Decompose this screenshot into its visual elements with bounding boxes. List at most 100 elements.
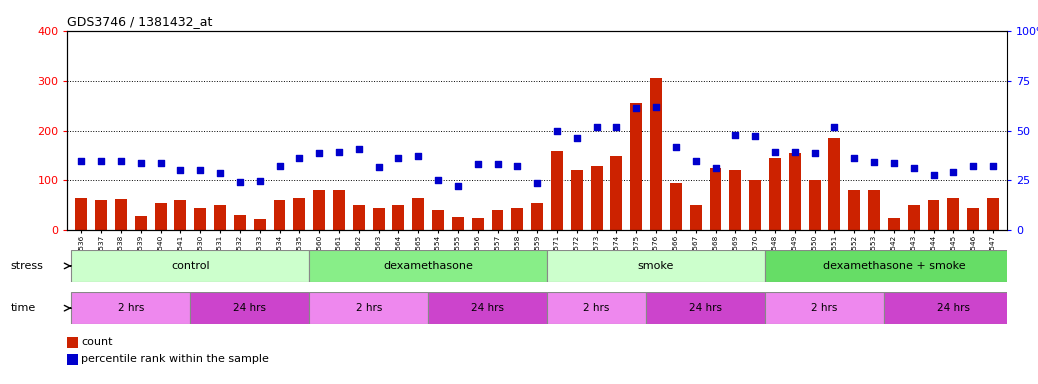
Point bbox=[787, 149, 803, 155]
Text: smoke: smoke bbox=[638, 261, 675, 271]
Bar bbox=[749, 180, 761, 230]
Bar bbox=[115, 199, 127, 230]
Bar bbox=[650, 78, 662, 230]
Text: GDS3746 / 1381432_at: GDS3746 / 1381432_at bbox=[67, 15, 213, 28]
Bar bbox=[690, 205, 702, 230]
Point bbox=[449, 184, 466, 190]
Bar bbox=[471, 218, 484, 230]
Point bbox=[212, 170, 228, 176]
Point bbox=[747, 132, 764, 139]
Bar bbox=[948, 198, 959, 230]
Point bbox=[310, 150, 327, 156]
Bar bbox=[309, 292, 428, 324]
Text: 24 hrs: 24 hrs bbox=[234, 303, 267, 313]
Bar bbox=[547, 292, 647, 324]
Bar bbox=[730, 170, 741, 230]
Bar bbox=[551, 151, 563, 230]
Bar bbox=[848, 190, 861, 230]
Point bbox=[589, 124, 605, 130]
Point bbox=[251, 179, 268, 185]
Text: time: time bbox=[10, 303, 35, 313]
Point bbox=[410, 152, 427, 159]
Text: percentile rank within the sample: percentile rank within the sample bbox=[81, 354, 269, 364]
Text: dexamethasone + smoke: dexamethasone + smoke bbox=[822, 261, 965, 271]
Bar bbox=[884, 292, 1022, 324]
Point bbox=[133, 160, 149, 166]
Text: 2 hrs: 2 hrs bbox=[812, 303, 838, 313]
Text: 24 hrs: 24 hrs bbox=[689, 303, 722, 313]
Bar bbox=[928, 200, 939, 230]
Point bbox=[569, 135, 585, 141]
Bar bbox=[253, 219, 266, 230]
Bar bbox=[76, 198, 87, 230]
Point bbox=[667, 144, 684, 150]
Bar bbox=[571, 170, 582, 230]
Point bbox=[192, 167, 209, 174]
Bar bbox=[630, 103, 643, 230]
Bar bbox=[392, 205, 405, 230]
Bar bbox=[234, 215, 246, 230]
Bar bbox=[373, 208, 384, 230]
Bar bbox=[353, 205, 364, 230]
Bar bbox=[313, 190, 325, 230]
Bar bbox=[95, 200, 107, 230]
Text: 2 hrs: 2 hrs bbox=[583, 303, 609, 313]
Bar bbox=[887, 218, 900, 230]
Point bbox=[371, 164, 387, 170]
Bar bbox=[987, 198, 999, 230]
Bar bbox=[452, 217, 464, 230]
Point bbox=[231, 179, 248, 185]
Bar bbox=[670, 183, 682, 230]
Bar bbox=[492, 210, 503, 230]
Point bbox=[885, 160, 902, 166]
Bar bbox=[72, 250, 309, 282]
Bar bbox=[647, 292, 765, 324]
Point bbox=[866, 159, 882, 165]
Bar bbox=[765, 292, 884, 324]
Bar bbox=[194, 208, 207, 230]
Bar bbox=[809, 180, 821, 230]
Point bbox=[925, 172, 941, 179]
Point bbox=[153, 160, 169, 166]
Point bbox=[727, 131, 743, 137]
Point bbox=[826, 124, 843, 130]
Bar bbox=[214, 205, 226, 230]
Text: 24 hrs: 24 hrs bbox=[471, 303, 504, 313]
Bar bbox=[155, 203, 166, 230]
Text: 24 hrs: 24 hrs bbox=[937, 303, 969, 313]
Point bbox=[509, 162, 525, 169]
Bar bbox=[547, 250, 765, 282]
Bar bbox=[967, 208, 979, 230]
Point bbox=[331, 149, 348, 155]
Point bbox=[549, 127, 566, 134]
Bar bbox=[591, 166, 603, 230]
Point bbox=[767, 149, 784, 155]
Point bbox=[985, 162, 1002, 169]
Point bbox=[73, 157, 89, 164]
Bar bbox=[135, 217, 146, 230]
Bar bbox=[765, 250, 1022, 282]
Text: 2 hrs: 2 hrs bbox=[356, 303, 382, 313]
Bar bbox=[294, 198, 305, 230]
Bar bbox=[333, 190, 345, 230]
Point bbox=[905, 165, 922, 171]
Point bbox=[628, 105, 645, 111]
Bar bbox=[174, 200, 187, 230]
Bar bbox=[868, 190, 880, 230]
Bar bbox=[531, 203, 543, 230]
Point bbox=[271, 162, 288, 169]
Point bbox=[807, 150, 823, 156]
Point bbox=[945, 169, 961, 175]
Point bbox=[846, 155, 863, 161]
Bar bbox=[432, 210, 444, 230]
Point bbox=[430, 177, 446, 184]
Bar bbox=[710, 168, 721, 230]
Bar bbox=[274, 200, 285, 230]
Bar bbox=[512, 208, 523, 230]
Bar bbox=[769, 158, 781, 230]
Bar bbox=[412, 198, 425, 230]
Point bbox=[687, 157, 704, 164]
Text: count: count bbox=[81, 337, 112, 347]
Point bbox=[390, 155, 407, 161]
Bar bbox=[190, 292, 309, 324]
